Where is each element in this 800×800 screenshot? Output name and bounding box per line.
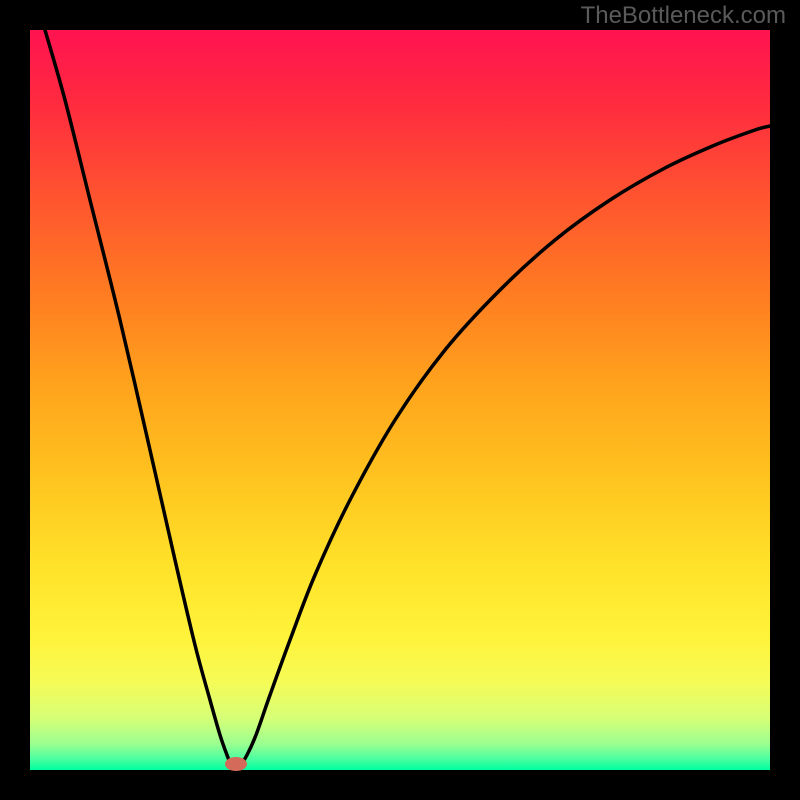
optimal-point-marker (225, 757, 247, 771)
watermark-label: TheBottleneck.com (581, 2, 786, 30)
plot-background (30, 30, 770, 770)
